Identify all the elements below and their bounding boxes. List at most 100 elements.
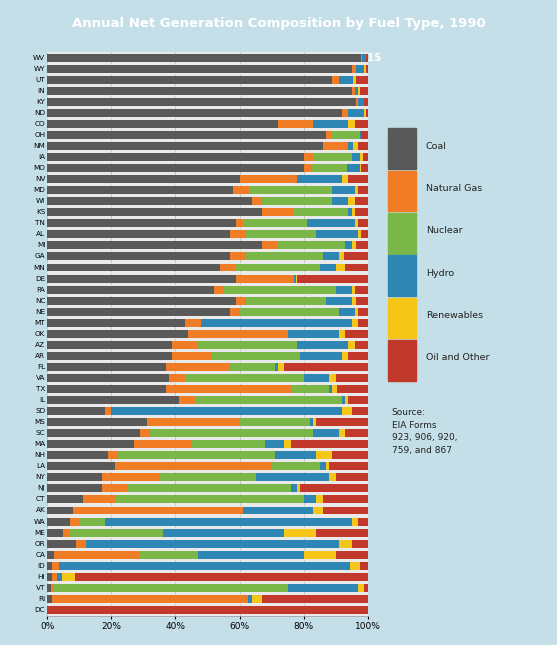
Bar [351,241,356,250]
Bar [185,319,201,327]
Bar [356,241,368,250]
Bar [361,164,368,172]
Bar [47,551,53,559]
Bar [236,219,243,227]
Bar [47,385,166,393]
Bar [271,462,320,470]
Bar [356,98,358,106]
Bar [47,109,342,117]
Bar [47,562,52,570]
Bar [262,197,333,205]
Bar [284,441,291,448]
Bar [47,264,220,272]
Bar [243,506,313,515]
Bar [76,540,86,548]
Bar [291,441,368,448]
Bar [47,241,262,250]
Bar [355,186,358,194]
Bar [128,484,291,492]
Bar [294,208,349,216]
Bar [351,64,356,73]
Bar [47,484,102,492]
Bar [313,418,316,426]
Bar [304,551,335,559]
Bar [355,286,368,293]
Bar [358,308,368,315]
Bar [351,153,360,161]
Bar [353,75,356,84]
Bar [364,109,366,117]
Bar [349,352,368,360]
Bar [47,573,52,580]
Bar [73,506,243,515]
Bar [316,495,323,504]
Bar [333,451,368,459]
Bar [47,517,70,526]
Bar [47,297,236,304]
Bar [287,330,339,338]
Bar [351,297,356,304]
Bar [355,208,368,216]
Bar [323,142,349,150]
Bar [63,529,70,537]
Bar [360,562,368,570]
Bar [349,175,368,183]
Bar [185,374,304,382]
Bar [163,529,284,537]
Bar [47,230,230,239]
Bar [304,495,316,504]
Bar [51,584,54,592]
Bar [172,352,211,360]
Bar [70,517,80,526]
Bar [362,54,366,62]
Bar [320,264,335,272]
Bar [47,175,240,183]
Bar [345,396,349,404]
Bar [347,164,360,172]
Bar [335,551,368,559]
Bar [230,252,246,261]
Bar [310,418,313,426]
Bar [355,341,368,349]
Bar [246,252,323,261]
Bar [47,473,102,481]
Bar [86,540,339,548]
Bar [329,385,333,393]
Bar [252,595,262,603]
Bar [140,429,150,437]
Bar [349,396,368,404]
Bar [115,495,304,504]
Bar [358,584,364,592]
Bar [356,64,364,73]
Bar [240,418,310,426]
Bar [329,462,368,470]
Bar [356,75,368,84]
Bar [47,219,236,227]
Bar [364,64,366,73]
Bar [47,441,134,448]
Bar [47,131,326,139]
Bar [349,208,351,216]
Bar [311,164,347,172]
Bar [358,219,368,227]
Bar [102,473,159,481]
Bar [339,540,351,548]
Bar [297,175,342,183]
Text: Natural Gas: Natural Gas [426,184,482,193]
Bar [198,551,304,559]
Bar [47,352,172,360]
Bar [300,352,342,360]
Bar [294,275,296,283]
Bar [316,529,368,537]
Bar [349,120,355,128]
Text: Renewables: Renewables [426,311,483,320]
Bar [47,319,185,327]
Bar [360,87,368,95]
Bar [220,264,236,272]
Bar [342,175,349,183]
Bar [82,495,115,504]
Bar [62,573,75,580]
Bar [351,407,368,415]
Bar [246,297,326,304]
Bar [351,319,358,327]
